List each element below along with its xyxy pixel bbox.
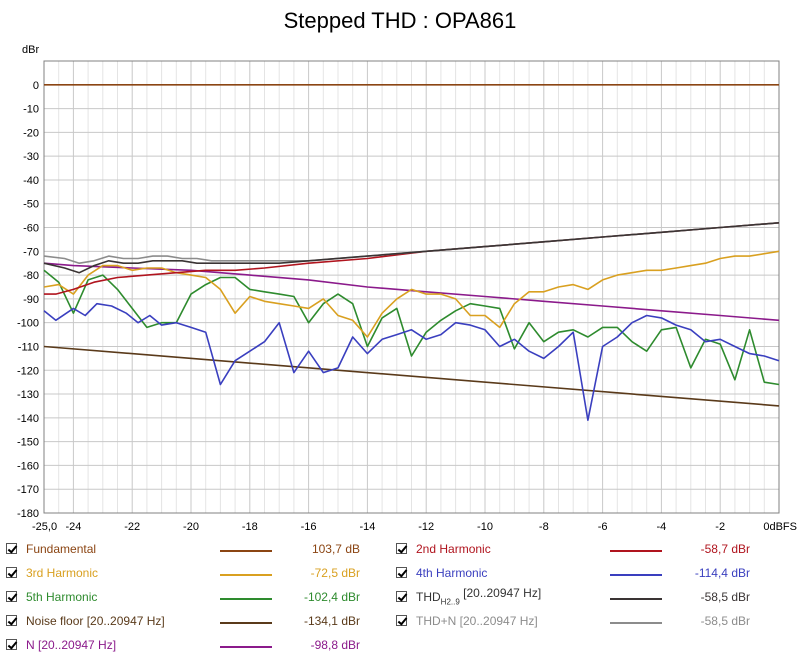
legend-swatch bbox=[220, 574, 272, 576]
x-tick-label: -8 bbox=[539, 521, 549, 533]
y-tick-label: -90 bbox=[23, 294, 39, 306]
legend-checkbox[interactable] bbox=[6, 639, 17, 650]
x-tick-label: -18 bbox=[242, 521, 258, 533]
x-tick-label: -25,0 bbox=[32, 521, 57, 533]
y-tick-label: -130 bbox=[17, 389, 39, 401]
x-tick-label: -22 bbox=[124, 521, 140, 533]
y-tick-label: -30 bbox=[23, 151, 39, 163]
legend-value: -98,8 dBr bbox=[310, 638, 360, 652]
series-line-noise-floor-20-20947-hz bbox=[43, 345, 780, 407]
legend-swatch bbox=[220, 598, 272, 600]
x-tick-label: -10 bbox=[477, 521, 493, 533]
y-tick-label: -20 bbox=[23, 127, 39, 139]
x-tick-label: -12 bbox=[418, 521, 434, 533]
legend-swatch bbox=[610, 622, 662, 624]
x-tick-label: -4 bbox=[657, 521, 667, 533]
legend-value: -102,4 dBr bbox=[303, 590, 360, 604]
chart-title: Stepped THD : OPA861 bbox=[283, 8, 517, 33]
legend-checkbox[interactable] bbox=[396, 567, 407, 578]
legend-checkbox[interactable] bbox=[396, 591, 407, 602]
legend-swatch bbox=[220, 550, 272, 552]
legend-label: 3rd Harmonic bbox=[26, 566, 99, 580]
y-tick-label: -100 bbox=[17, 318, 39, 330]
legend-value: -58,5 dBr bbox=[700, 614, 750, 628]
x-tick-label: -2 bbox=[715, 521, 725, 533]
legend-value: -58,5 dBr bbox=[700, 590, 750, 604]
legend-item-2nd-harmonic: 2nd Harmonic -58,7 dBr bbox=[396, 540, 776, 560]
legend-label: 5th Harmonic bbox=[26, 590, 98, 604]
y-tick-label: -170 bbox=[17, 484, 39, 496]
y-tick-label: -10 bbox=[23, 104, 39, 116]
legend-item-3rd-harmonic: 3rd Harmonic -72,5 dBr bbox=[6, 564, 386, 584]
legend-label: 2nd Harmonic bbox=[416, 542, 491, 556]
legend: Fundamental 103,7 dB 2nd Harmonic -58,7 dBr… bbox=[0, 540, 800, 662]
y-tick-label: -110 bbox=[18, 341, 39, 353]
legend-item-5th-harmonic: 5th Harmonic -102,4 dBr bbox=[6, 588, 386, 608]
x-tick-label: -20 bbox=[183, 521, 199, 533]
series-line-3rd-harmonic bbox=[43, 250, 780, 338]
legend-value: 103,7 dB bbox=[311, 542, 360, 556]
legend-label: THDH2..9 [20..20947 Hz] bbox=[416, 586, 542, 607]
y-tick-label: -70 bbox=[23, 246, 39, 258]
legend-checkbox[interactable] bbox=[396, 543, 407, 554]
legend-checkbox[interactable] bbox=[396, 615, 407, 626]
legend-item-thd: THDH2..9 [20..20947 Hz] -58,5 dBr bbox=[396, 586, 776, 608]
plot-area: 0-10-20-30-40-50-60-70-80-90-100-110-120… bbox=[17, 60, 797, 533]
legend-swatch bbox=[610, 574, 662, 576]
legend-value: -134,1 dBr bbox=[303, 614, 360, 628]
legend-item-noise-floor-20-20947-hz: Noise floor [20..20947 Hz] -134,1 dBr bbox=[6, 612, 386, 632]
legend-item-fundamental: Fundamental 103,7 dB bbox=[6, 540, 386, 560]
legend-checkbox[interactable] bbox=[6, 615, 17, 626]
legend-swatch bbox=[610, 550, 662, 552]
series-line-4th-harmonic bbox=[43, 302, 780, 422]
legend-item-thd-n-20-20947-hz: THD+N [20..20947 Hz] -58,5 dBr bbox=[396, 612, 776, 632]
legend-checkbox[interactable] bbox=[6, 591, 17, 602]
y-tick-label: -140 bbox=[17, 413, 39, 425]
y-tick-label: 0 bbox=[33, 80, 39, 92]
legend-item-n-20-20947-hz: N [20..20947 Hz] -98,8 dBr bbox=[6, 636, 386, 656]
legend-label: N [20..20947 Hz] bbox=[26, 638, 117, 652]
series-line-thd bbox=[43, 222, 780, 274]
y-tick-label: -40 bbox=[23, 175, 39, 187]
legend-value: -72,5 dBr bbox=[310, 566, 360, 580]
x-tick-label: 0dBFS bbox=[763, 521, 797, 533]
legend-value: -58,7 dBr bbox=[700, 542, 750, 556]
legend-swatch bbox=[610, 598, 662, 600]
legend-item-4th-harmonic: 4th Harmonic -114,4 dBr bbox=[396, 564, 776, 584]
legend-label: 4th Harmonic bbox=[416, 566, 488, 580]
y-tick-label: -80 bbox=[23, 270, 39, 282]
legend-checkbox[interactable] bbox=[6, 543, 17, 554]
legend-label: THD+N [20..20947 Hz] bbox=[416, 614, 538, 628]
x-tick-label: -6 bbox=[598, 521, 608, 533]
legend-value: -114,4 dBr bbox=[694, 566, 750, 580]
x-tick-label: -16 bbox=[301, 521, 317, 533]
y-tick-label: -150 bbox=[17, 437, 39, 449]
y-tick-label: -60 bbox=[23, 223, 39, 235]
x-tick-label: -24 bbox=[65, 521, 81, 533]
legend-swatch bbox=[220, 622, 272, 624]
chart-area: dBr 0 -10 -20 -30 -40 -50 -60 -70 -80 -90 -100 -110… bbox=[17, 44, 797, 533]
y-tick-label: -180 bbox=[17, 508, 39, 520]
series-line-5th-harmonic bbox=[43, 269, 780, 386]
y-tick-label: -120 bbox=[17, 365, 39, 377]
y-tick-label: -50 bbox=[23, 199, 39, 211]
x-tick-label: -14 bbox=[359, 521, 375, 533]
legend-label: Noise floor [20..20947 Hz] bbox=[26, 614, 165, 628]
y-tick-label: -160 bbox=[17, 460, 39, 472]
legend-checkbox[interactable] bbox=[6, 567, 17, 578]
y-axis-label: dBr bbox=[22, 44, 39, 56]
legend-swatch bbox=[220, 646, 272, 648]
legend-label: Fundamental bbox=[26, 542, 97, 556]
